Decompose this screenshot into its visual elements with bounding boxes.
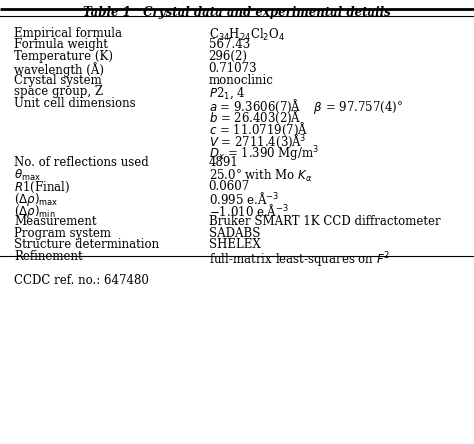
Text: Measurement: Measurement: [14, 215, 97, 228]
Text: Refinement: Refinement: [14, 250, 83, 263]
Text: Temperature (K): Temperature (K): [14, 50, 113, 63]
Text: No. of reflections used: No. of reflections used: [14, 156, 149, 169]
Text: $P$2$_1$, 4: $P$2$_1$, 4: [209, 86, 245, 101]
Text: Bruker SMART 1K CCD diffractometer: Bruker SMART 1K CCD diffractometer: [209, 215, 440, 228]
Text: wavelength (Å): wavelength (Å): [14, 62, 104, 77]
Text: $-$1.010 e.Å$^{-3}$: $-$1.010 e.Å$^{-3}$: [209, 203, 289, 219]
Text: space group, Z: space group, Z: [14, 86, 103, 99]
Text: $V$ = 2711.4(3)Å$^3$: $V$ = 2711.4(3)Å$^3$: [209, 132, 306, 150]
Text: 0.995 e.Å$^{-3}$: 0.995 e.Å$^{-3}$: [209, 191, 279, 207]
Text: 296(2): 296(2): [209, 50, 247, 63]
Text: Crystal system: Crystal system: [14, 74, 102, 87]
Text: C$_{34}$H$_{24}$Cl$_{2}$O$_{4}$: C$_{34}$H$_{24}$Cl$_{2}$O$_{4}$: [209, 27, 285, 43]
Text: 0.0607: 0.0607: [209, 180, 250, 193]
Text: $R$1(Final): $R$1(Final): [14, 180, 71, 194]
Text: CCDC ref. no.: 647480: CCDC ref. no.: 647480: [14, 274, 149, 287]
Text: SHELEX: SHELEX: [209, 238, 260, 251]
Text: $\theta_\mathrm{max}$: $\theta_\mathrm{max}$: [14, 168, 41, 183]
Text: SADABS: SADABS: [209, 227, 260, 240]
Text: ($\Delta\rho)_\mathrm{max}$: ($\Delta\rho)_\mathrm{max}$: [14, 191, 59, 208]
Text: Formula weight: Formula weight: [14, 39, 108, 52]
Text: monoclinic: monoclinic: [209, 74, 273, 87]
Text: ($\Delta\rho)_\mathrm{min}$: ($\Delta\rho)_\mathrm{min}$: [14, 203, 56, 220]
Text: $c$ = 11.0719(7)Å: $c$ = 11.0719(7)Å: [209, 121, 307, 138]
Text: 567.43: 567.43: [209, 39, 250, 52]
Text: full-matrix least-squares on $F^2$: full-matrix least-squares on $F^2$: [209, 250, 390, 270]
Text: $D_x$ = 1.390 Mg/m$^3$: $D_x$ = 1.390 Mg/m$^3$: [209, 144, 319, 164]
Text: Program system: Program system: [14, 227, 111, 240]
Text: 4891: 4891: [209, 156, 238, 169]
Text: 25.0° with Mo $K_\alpha$: 25.0° with Mo $K_\alpha$: [209, 168, 312, 184]
Text: $b$ = 26.403(2)Å: $b$ = 26.403(2)Å: [209, 109, 301, 126]
Text: 0.71073: 0.71073: [209, 62, 257, 75]
Text: Unit cell dimensions: Unit cell dimensions: [14, 97, 136, 110]
Text: Table 1   Crystal data and experimental details: Table 1 Crystal data and experimental de…: [83, 6, 391, 19]
Text: Structure determination: Structure determination: [14, 238, 159, 251]
Text: Empirical formula: Empirical formula: [14, 27, 122, 40]
Text: $a$ = 9.3606(7)Å    $\beta$ = 97.757(4)°: $a$ = 9.3606(7)Å $\beta$ = 97.757(4)°: [209, 97, 402, 116]
